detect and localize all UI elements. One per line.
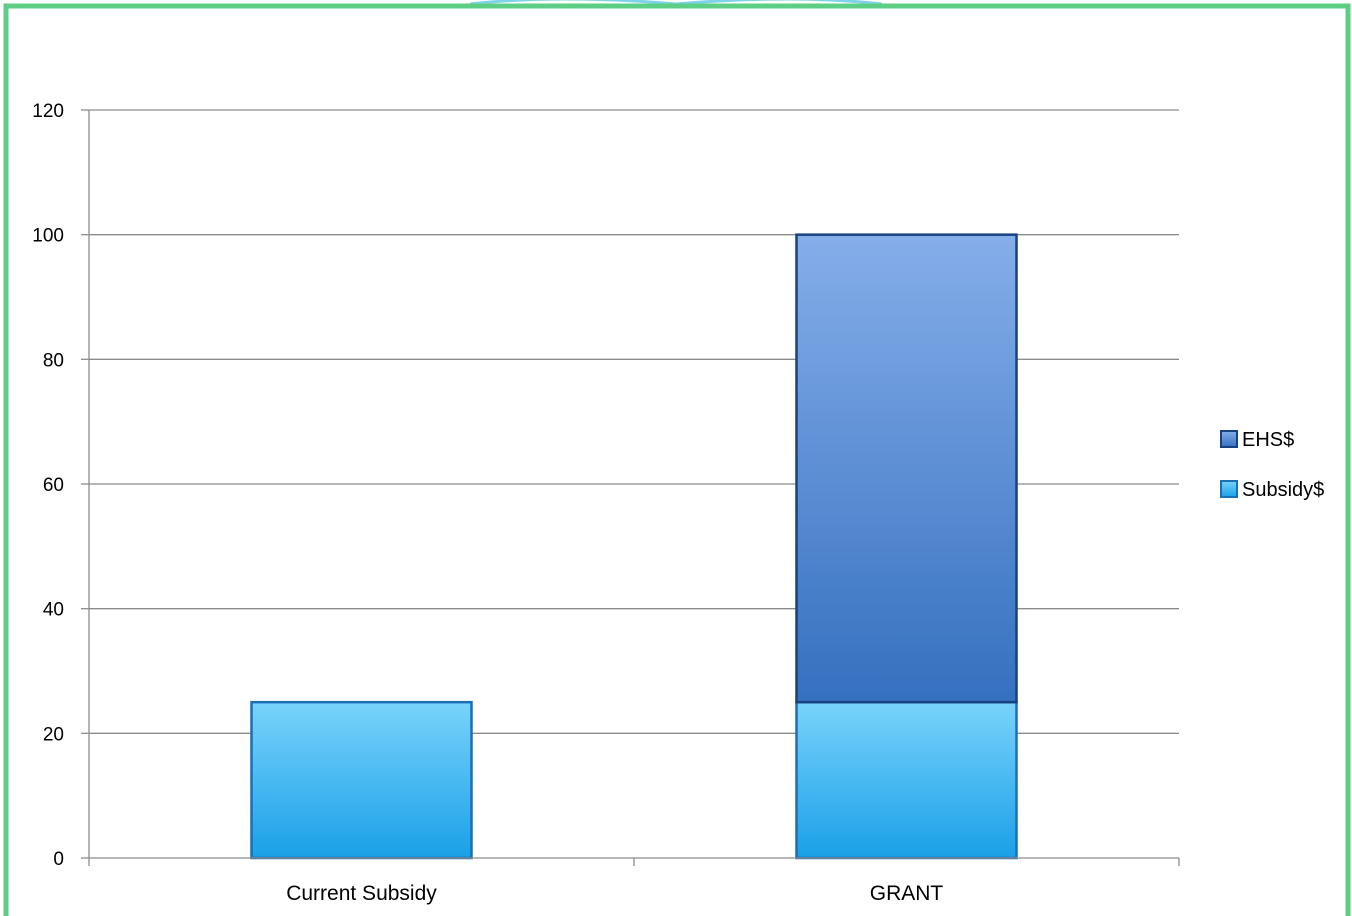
bar-subsidy-2 xyxy=(795,700,1018,860)
y-tick-label: 80 xyxy=(43,350,64,371)
x-axis-labels: Current Subsidy GRANT xyxy=(286,882,943,905)
slide-frame xyxy=(3,3,1351,916)
top-ribbon-decoration xyxy=(469,0,883,6)
legend-swatch-subsidy xyxy=(1220,480,1238,498)
legend-label-subsidy: Subsidy$ xyxy=(1242,479,1324,501)
y-axis-ticks: 0 20 40 60 80 100 120 xyxy=(32,101,89,870)
x-category-label: Current Subsidy xyxy=(286,882,437,905)
legend: EHS$ Subsidy$ xyxy=(1220,429,1324,501)
bar-ehs-2 xyxy=(795,233,1018,704)
y-tick-label: 40 xyxy=(43,600,64,621)
y-tick-label: 100 xyxy=(32,226,64,247)
y-tick-label: 120 xyxy=(32,101,64,122)
x-category-label: GRANT xyxy=(870,882,944,905)
y-tick-label: 60 xyxy=(43,475,64,496)
y-tick-label: 0 xyxy=(53,849,64,870)
legend-label-ehs: EHS$ xyxy=(1242,429,1294,451)
bars xyxy=(250,233,1018,860)
bar-subsidy-1 xyxy=(250,700,473,860)
axes xyxy=(88,110,1180,866)
y-tick-label: 20 xyxy=(43,724,64,745)
legend-swatch-ehs xyxy=(1220,430,1238,448)
